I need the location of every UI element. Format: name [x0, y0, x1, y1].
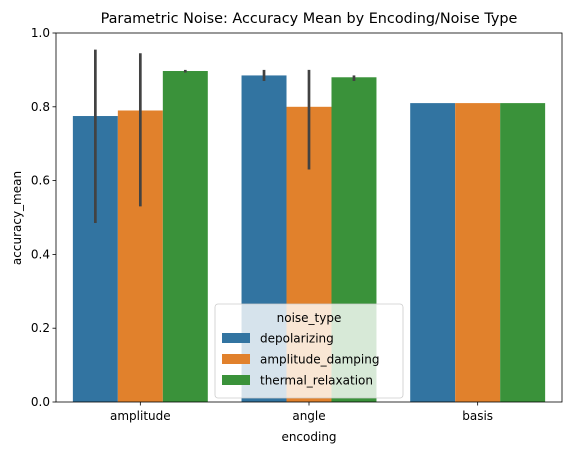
x-tick-label: amplitude	[110, 409, 171, 423]
legend-swatch-depolarizing	[222, 333, 250, 343]
y-tick-label: 0.2	[31, 321, 50, 335]
legend-swatch-thermal_relaxation	[222, 375, 250, 385]
y-axis: 0.0 0.2 0.4 0.6 0.8 1.0	[31, 26, 56, 409]
bar-depolarizing-basis	[410, 103, 456, 403]
y-tick-label: 0.0	[31, 395, 50, 409]
legend-label-amplitude_damping: amplitude_damping	[260, 353, 379, 367]
legend-title: noise_type	[277, 311, 342, 325]
y-tick-label: 1.0	[31, 26, 50, 40]
x-axis-label: encoding	[281, 430, 336, 444]
chart-title: Parametric Noise: Accuracy Mean by Encod…	[101, 11, 518, 27]
legend-label-depolarizing: depolarizing	[260, 332, 334, 346]
legend: noise_type depolarizing amplitude_damping…	[214, 303, 404, 399]
legend-items: depolarizing amplitude_damping thermal_rel…	[222, 332, 379, 388]
y-tick-label: 0.8	[31, 100, 50, 114]
legend-swatch-amplitude_damping	[222, 354, 250, 364]
error-bars-group	[94, 49, 356, 224]
bar-thermal_relaxation-amplitude	[162, 71, 208, 402]
x-axis: amplitude angle basis	[110, 402, 493, 423]
plot-frame	[55, 32, 563, 403]
y-tick-label: 0.4	[31, 247, 50, 261]
legend-box	[214, 303, 404, 399]
x-tick-label: basis	[462, 409, 493, 423]
x-tick-label: angle	[292, 409, 325, 423]
bar-amplitude_damping-basis	[455, 103, 501, 403]
legend-label-thermal_relaxation: thermal_relaxation	[260, 374, 373, 388]
y-tick-label: 0.6	[31, 174, 50, 188]
y-axis-label: accuracy_mean	[10, 171, 24, 265]
bar-thermal_relaxation-basis	[500, 103, 546, 403]
